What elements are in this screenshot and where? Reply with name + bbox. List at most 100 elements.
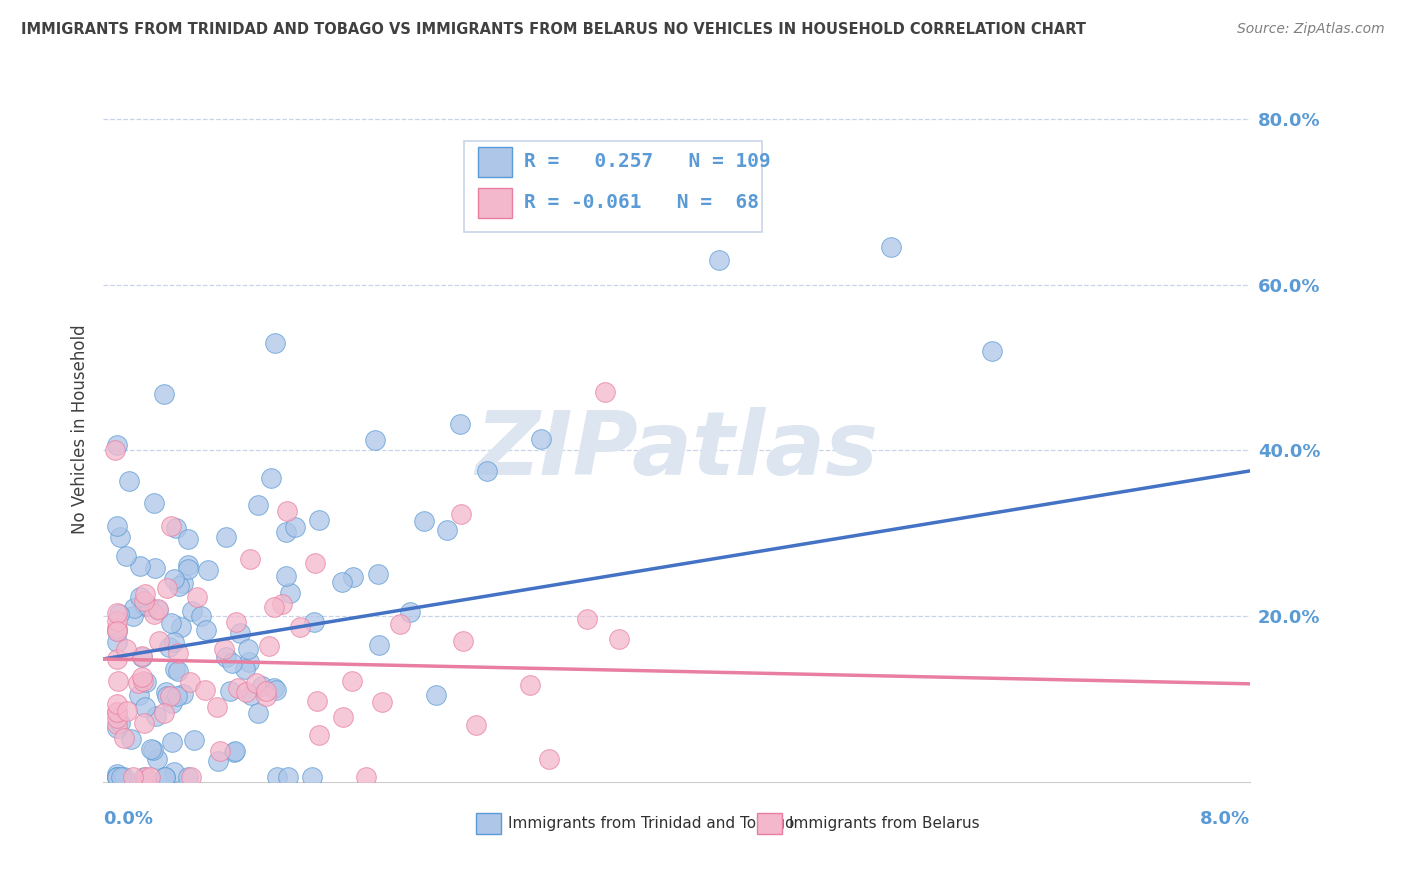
Point — [135, 771, 157, 785]
Point — [142, 743, 165, 757]
Point — [221, 656, 243, 670]
Point — [260, 471, 283, 485]
Text: Immigrants from Trinidad and Tobago: Immigrants from Trinidad and Tobago — [508, 815, 794, 830]
Point — [134, 699, 156, 714]
Point — [288, 620, 311, 634]
Point — [190, 609, 212, 624]
Bar — [478, 188, 512, 218]
Point — [122, 771, 145, 785]
Point — [136, 599, 159, 613]
Point — [980, 343, 1002, 358]
Point — [538, 751, 561, 765]
Point — [157, 640, 180, 655]
Point — [163, 635, 186, 649]
Point — [112, 771, 135, 785]
Point — [107, 697, 129, 711]
Text: R =   0.257   N = 109: R = 0.257 N = 109 — [524, 153, 770, 171]
Point — [107, 767, 129, 781]
Point — [180, 604, 202, 618]
Point — [107, 771, 129, 785]
Point — [264, 682, 287, 697]
Y-axis label: No Vehicles in Household: No Vehicles in Household — [72, 325, 89, 534]
Point — [388, 617, 411, 632]
Point — [465, 718, 488, 732]
Point — [155, 685, 177, 699]
Point — [107, 716, 129, 731]
Point — [332, 709, 354, 723]
Point — [132, 594, 155, 608]
Point — [208, 744, 231, 758]
Point — [494, 169, 516, 184]
Point — [247, 706, 270, 720]
Point — [107, 438, 129, 452]
Point — [222, 745, 245, 759]
Point — [108, 607, 131, 621]
Point — [212, 642, 235, 657]
Point — [228, 626, 250, 640]
Point — [153, 387, 176, 401]
Point — [142, 496, 165, 510]
Point — [215, 649, 238, 664]
Point — [451, 634, 474, 648]
Text: ZIPatlas: ZIPatlas — [475, 407, 877, 494]
Point — [880, 240, 903, 254]
Point — [274, 569, 297, 583]
Point — [236, 642, 259, 657]
Point — [108, 530, 131, 544]
Point — [263, 599, 285, 614]
Point — [274, 524, 297, 539]
Point — [153, 706, 176, 720]
Point — [108, 716, 131, 731]
Text: IMMIGRANTS FROM TRINIDAD AND TOBAGO VS IMMIGRANTS FROM BELARUS NO VEHICLES IN HO: IMMIGRANTS FROM TRINIDAD AND TOBAGO VS I… — [21, 22, 1085, 37]
Point — [104, 443, 127, 458]
Text: 0.0%: 0.0% — [103, 810, 153, 828]
Point — [129, 590, 152, 604]
Point — [342, 570, 364, 584]
Point — [143, 561, 166, 575]
Point — [530, 432, 553, 446]
Point — [371, 695, 394, 709]
Point — [225, 615, 247, 629]
Point — [304, 556, 326, 570]
Point — [607, 632, 630, 647]
Point — [278, 586, 301, 600]
Point — [575, 612, 598, 626]
Point — [183, 733, 205, 747]
Point — [110, 771, 132, 785]
Point — [284, 520, 307, 534]
Point — [165, 662, 187, 676]
Point — [245, 676, 267, 690]
Point — [163, 572, 186, 586]
Text: Source: ZipAtlas.com: Source: ZipAtlas.com — [1237, 22, 1385, 37]
Point — [122, 609, 145, 624]
Point — [148, 633, 170, 648]
Point — [107, 771, 129, 785]
Point — [247, 498, 270, 512]
Point — [276, 504, 298, 518]
Point — [118, 474, 141, 488]
Point — [425, 688, 447, 702]
Point — [224, 744, 246, 758]
Point — [128, 688, 150, 702]
Bar — [756, 813, 782, 834]
Point — [235, 685, 257, 699]
Point — [367, 567, 389, 582]
Point — [107, 621, 129, 635]
Point — [413, 514, 436, 528]
Point — [132, 771, 155, 785]
Point — [330, 575, 353, 590]
Point — [364, 433, 387, 447]
Point — [107, 614, 129, 628]
Point — [114, 642, 136, 657]
Point — [107, 519, 129, 533]
Point — [449, 417, 471, 431]
Point — [153, 771, 176, 785]
Point — [177, 532, 200, 546]
Point — [226, 681, 249, 695]
Point — [162, 735, 184, 749]
Point — [142, 607, 165, 621]
Point — [177, 562, 200, 576]
Point — [141, 742, 163, 756]
Point — [156, 581, 179, 595]
Point — [172, 687, 194, 701]
